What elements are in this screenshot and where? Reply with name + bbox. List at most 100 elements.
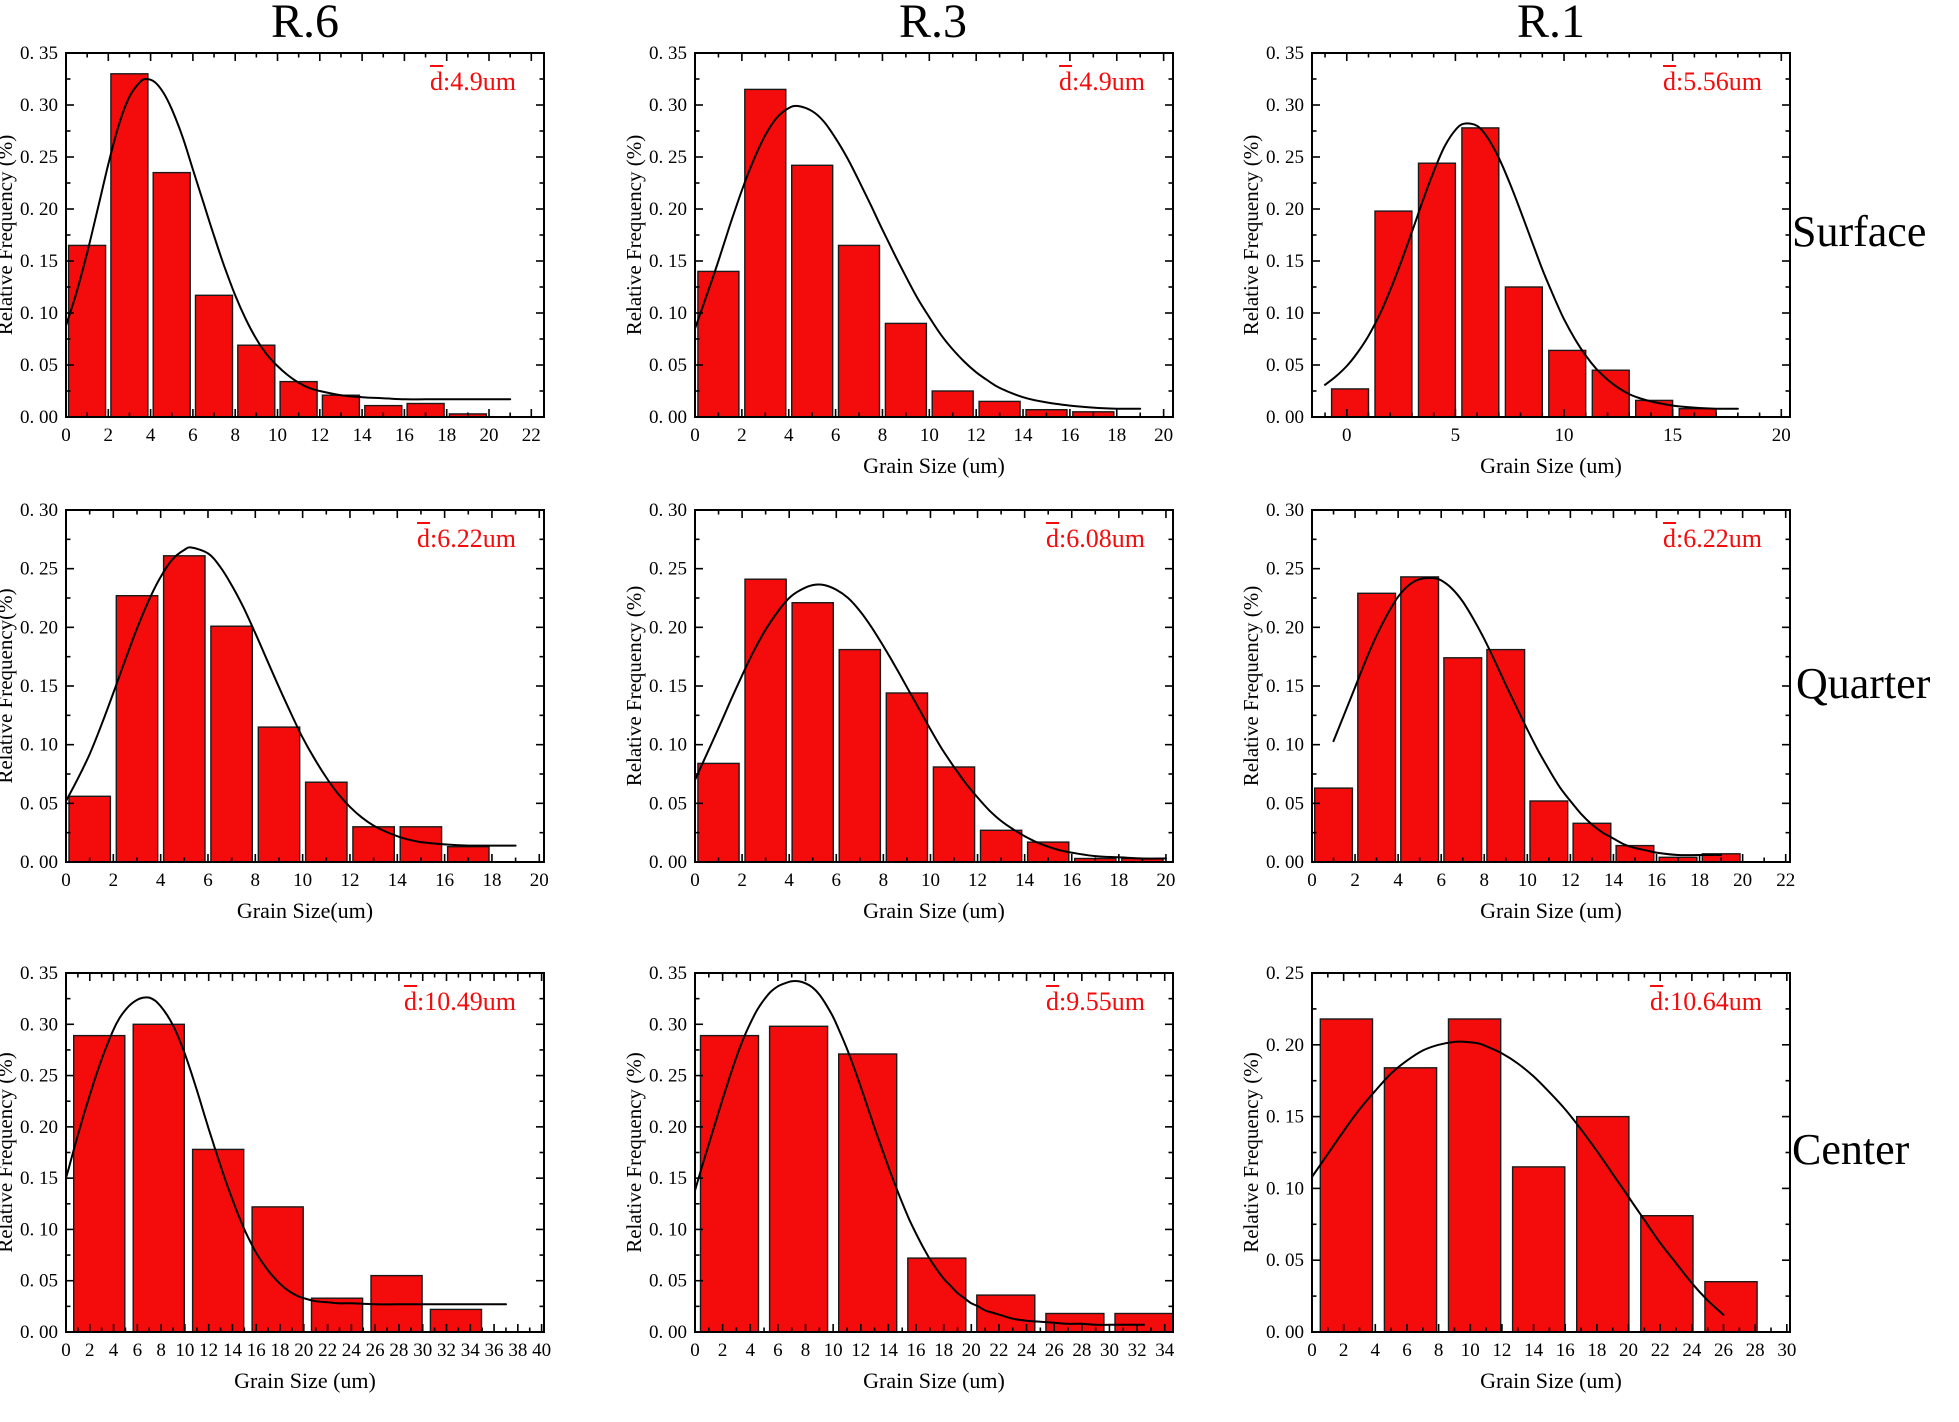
histogram-bar [194, 294, 234, 418]
svg-text:4: 4 [784, 425, 794, 446]
svg-text:0. 00: 0. 00 [649, 852, 687, 873]
svg-text:0. 10: 0. 10 [649, 735, 687, 756]
histogram-bar [791, 601, 835, 863]
svg-text:12: 12 [1561, 870, 1580, 891]
histogram-bar [132, 1023, 185, 1333]
svg-text:6: 6 [1436, 870, 1446, 891]
mean-value: :6.22um [430, 524, 516, 553]
histogram-bar [1511, 1166, 1566, 1333]
axis-ticks [65, 509, 544, 863]
y-tick-labels: 0. 00 0. 05 0. 10 0. 15 0. 20 0. 25 0. 30 0. 35 [20, 963, 58, 1343]
svg-text:16: 16 [435, 870, 454, 891]
x-tick-labels: 0 2 4 6 8 10 12 14 16 18 20 22 24 26 28 30 [1307, 1340, 1796, 1361]
svg-text:18: 18 [1587, 1340, 1606, 1361]
histogram-bar [1417, 162, 1457, 418]
svg-text:0. 10: 0. 10 [649, 1219, 687, 1240]
svg-text:18: 18 [1109, 870, 1128, 891]
svg-text:4: 4 [784, 870, 794, 891]
svg-text:0. 25: 0. 25 [1266, 147, 1304, 168]
svg-text:0: 0 [1307, 1340, 1317, 1361]
svg-text:0: 0 [690, 870, 700, 891]
svg-text:32: 32 [1128, 1340, 1147, 1361]
x-axis-label: Grain Size (um) [863, 898, 1005, 923]
svg-text:12: 12 [340, 870, 359, 891]
svg-text:26: 26 [1045, 1340, 1064, 1361]
mean-value: :10.64um [1663, 987, 1762, 1016]
row-label-quarter: Quarter [1796, 659, 1931, 708]
axis-ticks [694, 52, 1173, 418]
svg-text:30: 30 [1100, 1340, 1119, 1361]
svg-text:36: 36 [485, 1340, 504, 1361]
svg-text:26: 26 [366, 1340, 385, 1361]
svg-text:2: 2 [104, 425, 114, 446]
svg-text:0. 25: 0. 25 [20, 1066, 58, 1087]
histogram-bar [210, 625, 253, 863]
dbar-symbol: d [1046, 524, 1060, 553]
svg-text:16: 16 [1556, 1340, 1575, 1361]
svg-text:0. 30: 0. 30 [649, 500, 687, 521]
svg-text:8: 8 [251, 870, 261, 891]
x-axis-label: Grain Size (um) [1480, 453, 1622, 478]
svg-text:0. 05: 0. 05 [649, 793, 687, 814]
svg-text:0. 05: 0. 05 [649, 355, 687, 376]
svg-text:0. 15: 0. 15 [1266, 1107, 1304, 1128]
svg-text:20: 20 [530, 870, 549, 891]
axis-ticks [65, 52, 544, 418]
mean-grain-size-annotation: d:9.55um [1046, 987, 1145, 1017]
svg-text:20: 20 [1619, 1340, 1638, 1361]
mean-grain-size-annotation: d:10.49um [404, 987, 516, 1017]
histogram-bar [744, 578, 787, 863]
svg-text:8: 8 [878, 425, 888, 446]
svg-text:20: 20 [962, 1340, 981, 1361]
chart-r1-surface: 0 5 10 15 20 0. 00 0. 05 0. 10 0. 15 0. 20 0. 25 0.… [1242, 25, 1820, 507]
histogram-bar [976, 1294, 1036, 1333]
svg-text:0. 05: 0. 05 [1266, 1250, 1304, 1271]
svg-text:0. 25: 0. 25 [649, 147, 687, 168]
svg-text:0. 20: 0. 20 [20, 617, 58, 638]
svg-text:0. 15: 0. 15 [20, 1168, 58, 1189]
svg-text:20: 20 [1156, 870, 1175, 891]
mean-value: :9.55um [1059, 987, 1145, 1016]
svg-text:0. 10: 0. 10 [20, 1219, 58, 1240]
histogram-bar [1486, 648, 1526, 863]
svg-text:2: 2 [718, 1340, 728, 1361]
histogram-bar [1548, 349, 1587, 418]
histogram-bar [1447, 1018, 1502, 1333]
histogram-bar [162, 555, 206, 863]
y-axis-label: Relative Frequency (%) [1242, 1052, 1263, 1253]
histogram-bar [1704, 1281, 1758, 1333]
svg-text:6: 6 [773, 1340, 783, 1361]
svg-text:20: 20 [480, 425, 499, 446]
svg-text:8: 8 [801, 1340, 811, 1361]
x-axis-label: Grain Size (um) [234, 1368, 376, 1393]
svg-text:0. 25: 0. 25 [1266, 559, 1304, 580]
histogram-bar [1591, 369, 1630, 418]
svg-text:22: 22 [1776, 870, 1795, 891]
column-title-r1: R.1 [1516, 0, 1585, 48]
histogram-bar [1313, 787, 1354, 863]
histogram-bar [979, 829, 1023, 863]
svg-text:0. 05: 0. 05 [20, 793, 58, 814]
svg-text:30: 30 [1777, 1340, 1796, 1361]
fit-curve [1332, 577, 1723, 857]
dbar-symbol: d [430, 67, 444, 96]
column-title-r6: R.6 [270, 0, 339, 48]
chart-canvas: 0 2 4 6 8 10 12 14 16 18 20 220. 000. 050. 100. 150… [0, 43, 545, 446]
histogram-bar [837, 244, 881, 418]
svg-text:0. 00: 0. 00 [1266, 1322, 1304, 1343]
y-axis-label: Relative Frequency (%) [1242, 135, 1263, 336]
svg-text:12: 12 [310, 425, 329, 446]
histogram-bar [1678, 408, 1717, 418]
svg-text:34: 34 [1155, 1340, 1175, 1361]
svg-text:14: 14 [1015, 870, 1035, 891]
svg-text:24: 24 [1017, 1340, 1037, 1361]
svg-text:14: 14 [353, 425, 373, 446]
histogram-bar [1319, 1018, 1374, 1333]
histogram-bar [67, 244, 107, 418]
chart-canvas: 0 2 4 6 8 10 12 14 16 18 200. 000. 050. 100. 150. … [0, 500, 549, 923]
fit-curve [65, 546, 517, 847]
mean-value: :5.56um [1676, 67, 1762, 96]
x-tick-labels: 0 2 4 6 8 10 12 14 16 18 20 22 24 26 28 30 32 34 36 38 40 [61, 1340, 551, 1361]
svg-text:0. 30: 0. 30 [20, 1014, 58, 1035]
